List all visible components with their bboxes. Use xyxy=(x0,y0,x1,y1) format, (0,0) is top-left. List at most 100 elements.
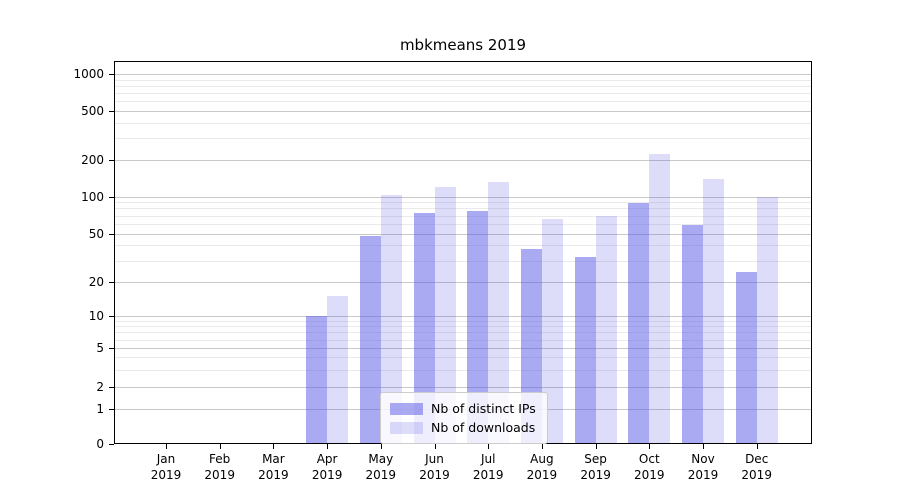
x-tick-mark xyxy=(703,444,704,449)
gridline-minor xyxy=(114,320,812,322)
x-tick-label: Oct 2019 xyxy=(634,452,665,482)
bar-distinct-ips xyxy=(306,316,328,444)
gridline-major xyxy=(114,159,812,161)
x-tick-mark xyxy=(220,444,221,449)
gridline-major xyxy=(114,74,812,75)
x-tick-label: Jun 2019 xyxy=(419,452,450,482)
x-tick-label: Jul 2019 xyxy=(472,452,504,482)
legend-row-downloads: Nb of downloads xyxy=(390,418,538,437)
bar-downloads xyxy=(541,219,563,444)
y-tick-label: 5 xyxy=(96,341,104,355)
x-tick-label: May 2019 xyxy=(365,452,397,482)
gridline-minor xyxy=(114,202,812,204)
gridline-minor xyxy=(114,245,812,247)
bar-distinct-ips xyxy=(628,202,650,444)
plot-area xyxy=(114,61,812,444)
gridline-major xyxy=(114,111,812,112)
gridline-major xyxy=(114,282,812,283)
y-tick-mark xyxy=(109,111,114,112)
downloads-swatch xyxy=(390,421,423,434)
x-tick-mark xyxy=(166,444,167,449)
gridline-minor xyxy=(114,223,812,225)
y-tick-label: 10 xyxy=(88,309,104,323)
y-tick-label: 1000 xyxy=(73,67,104,81)
y-tick-mark xyxy=(109,387,114,388)
gridline-minor xyxy=(114,339,812,341)
bar-distinct-ips xyxy=(413,212,435,444)
y-tick-mark xyxy=(109,316,114,317)
y-tick-mark xyxy=(109,348,114,349)
x-tick-label: Sep 2019 xyxy=(580,452,611,482)
bar-downloads xyxy=(649,154,671,444)
x-tick-label: Jan 2019 xyxy=(150,452,182,482)
gridline-minor xyxy=(114,93,812,95)
x-tick-label: Feb 2019 xyxy=(204,452,235,482)
x-tick-mark xyxy=(757,444,758,449)
gridline-minor xyxy=(114,326,812,328)
x-tick-mark xyxy=(596,444,597,449)
x-tick-label: Apr 2019 xyxy=(311,452,343,482)
y-tick-label: 20 xyxy=(88,275,104,289)
x-tick-mark xyxy=(327,444,328,449)
bar-downloads xyxy=(488,182,510,444)
chart-title: mbkmeans 2019 xyxy=(399,36,527,54)
bar-downloads xyxy=(703,178,724,444)
bar-downloads xyxy=(327,296,349,444)
x-tick-label: Dec 2019 xyxy=(741,452,772,482)
x-tick-mark xyxy=(435,444,436,449)
gridline-minor xyxy=(114,357,812,359)
gridline-minor xyxy=(114,101,812,103)
bar-downloads xyxy=(380,195,402,444)
bar-distinct-ips xyxy=(467,211,489,444)
gridline-major xyxy=(114,316,812,317)
legend-row-distinct-ips: Nb of distinct IPs xyxy=(390,399,538,418)
distinct-ips-swatch xyxy=(390,402,423,415)
y-tick-label: 100 xyxy=(81,189,104,204)
y-tick-mark xyxy=(109,409,114,410)
y-tick-mark xyxy=(109,282,114,283)
gridline-minor xyxy=(114,215,812,217)
y-tick-label: 500 xyxy=(81,104,104,118)
y-tick-mark xyxy=(109,160,114,161)
bar-distinct-ips xyxy=(574,257,596,444)
gridline-minor xyxy=(114,260,812,262)
y-tick-label: 200 xyxy=(81,152,104,167)
y-tick-mark xyxy=(109,444,114,445)
x-tick-label: Aug 2019 xyxy=(526,452,558,482)
legend-label-distinct-ips: Nb of distinct IPs xyxy=(431,401,536,416)
y-tick-label: 2 xyxy=(96,380,104,394)
y-tick-label: 1 xyxy=(96,402,104,416)
y-tick-mark xyxy=(109,197,114,198)
gridline-minor xyxy=(114,79,812,81)
x-tick-mark xyxy=(273,444,274,449)
x-tick-mark xyxy=(542,444,543,449)
y-tick-mark xyxy=(109,234,114,235)
legend: Nb of distinct IPs Nb of downloads xyxy=(380,392,548,444)
bar-downloads xyxy=(756,196,778,444)
gridline-major xyxy=(114,387,812,388)
bar-downloads xyxy=(434,186,456,444)
bar-downloads xyxy=(595,215,617,444)
x-tick-label: Mar 2019 xyxy=(258,452,289,482)
x-tick-label: Nov 2019 xyxy=(687,452,719,482)
gridline-minor xyxy=(114,122,812,124)
gridline-minor xyxy=(114,369,812,371)
x-tick-mark xyxy=(649,444,650,449)
gridline-major xyxy=(114,196,812,198)
x-tick-mark xyxy=(488,444,489,449)
gridline-minor xyxy=(114,138,812,140)
y-tick-label: 50 xyxy=(88,226,104,241)
gridline-minor xyxy=(114,208,812,210)
bar-distinct-ips xyxy=(359,235,381,444)
bar-distinct-ips xyxy=(682,224,703,444)
gridline-minor xyxy=(114,85,812,87)
legend-label-downloads: Nb of downloads xyxy=(431,420,536,435)
y-tick-label: 0 xyxy=(96,437,104,451)
x-tick-mark xyxy=(381,444,382,449)
gridline-major xyxy=(114,348,812,349)
y-tick-mark xyxy=(109,74,114,75)
gridline-minor xyxy=(114,332,812,334)
bar-distinct-ips xyxy=(735,272,757,444)
gridline-major xyxy=(114,233,812,235)
